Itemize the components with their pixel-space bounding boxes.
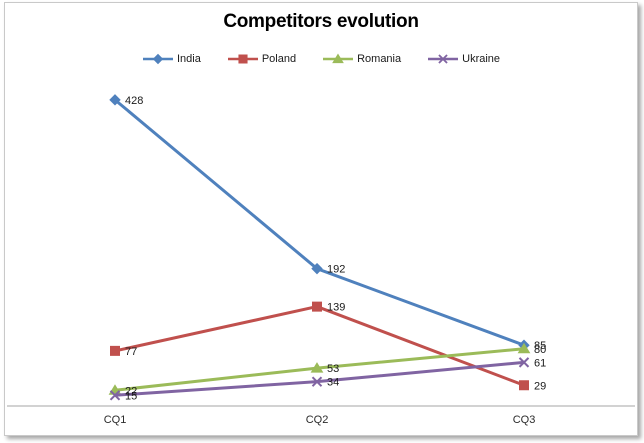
legend-label-india: India bbox=[176, 53, 201, 65]
data-label-romania-cq1: 22 bbox=[125, 385, 137, 397]
data-label-romania-cq2: 53 bbox=[327, 363, 339, 375]
chart-title: Competitors evolution bbox=[223, 11, 419, 32]
legend-item-poland: Poland bbox=[227, 53, 296, 65]
x-marker-ukraine-cq1 bbox=[109, 390, 121, 401]
series-poland bbox=[110, 301, 529, 391]
data-label-ukraine-cq3: 61 bbox=[534, 357, 546, 369]
diamond-marker-india-cq2 bbox=[311, 262, 323, 275]
triangle-marker-romania-cq3 bbox=[517, 342, 531, 354]
legend-item-india: India bbox=[142, 53, 201, 65]
triangle-marker-romania-cq2 bbox=[310, 362, 324, 373]
legend-item-romania: Romania bbox=[322, 53, 401, 65]
data-label-romania-cq3: 80 bbox=[534, 344, 546, 356]
data-label-ukraine-cq2: 34 bbox=[327, 377, 339, 389]
chart-legend: India Poland Romania Ukraine bbox=[5, 53, 637, 65]
x-axis-label-cq2: CQ2 bbox=[306, 414, 329, 426]
legend-label-romania: Romania bbox=[357, 53, 402, 65]
series-india bbox=[109, 94, 530, 351]
legend-x-icon bbox=[428, 54, 459, 64]
legend-item-ukraine: Ukraine bbox=[427, 53, 500, 65]
data-label-india-cq3: 85 bbox=[534, 340, 546, 352]
square-marker-poland-cq1 bbox=[110, 345, 120, 356]
legend-label-ukraine: Ukraine bbox=[462, 53, 501, 65]
plot-area: CQ1 CQ2 CQ3 428 192 85 77 139 29 22 53 80 15 34 61 bbox=[7, 94, 635, 426]
chart-frame: Competitors evolution India Poland Romania… bbox=[4, 2, 638, 436]
legend-triangle-icon bbox=[323, 53, 354, 64]
x-marker-ukraine-cq2 bbox=[311, 376, 323, 387]
data-label-india-cq1: 428 bbox=[125, 95, 143, 107]
x-axis-label-cq3: CQ3 bbox=[513, 414, 536, 426]
legend-diamond-icon bbox=[142, 53, 173, 65]
square-marker-poland-cq3 bbox=[519, 380, 529, 391]
series-ukraine bbox=[109, 357, 530, 401]
data-label-poland-cq1: 77 bbox=[125, 346, 137, 358]
square-marker-poland-cq2 bbox=[312, 301, 322, 312]
data-label-ukraine-cq1: 15 bbox=[125, 390, 137, 402]
x-axis-label-cq1: CQ1 bbox=[104, 414, 127, 426]
data-label-india-cq2: 192 bbox=[327, 264, 345, 276]
data-label-poland-cq2: 139 bbox=[327, 302, 345, 314]
diamond-marker-india-cq1 bbox=[109, 94, 121, 106]
legend-square-icon bbox=[227, 54, 258, 64]
legend-label-poland: Poland bbox=[261, 53, 297, 65]
x-marker-ukraine-cq3 bbox=[518, 357, 530, 368]
data-label-poland-cq3: 29 bbox=[534, 380, 546, 392]
